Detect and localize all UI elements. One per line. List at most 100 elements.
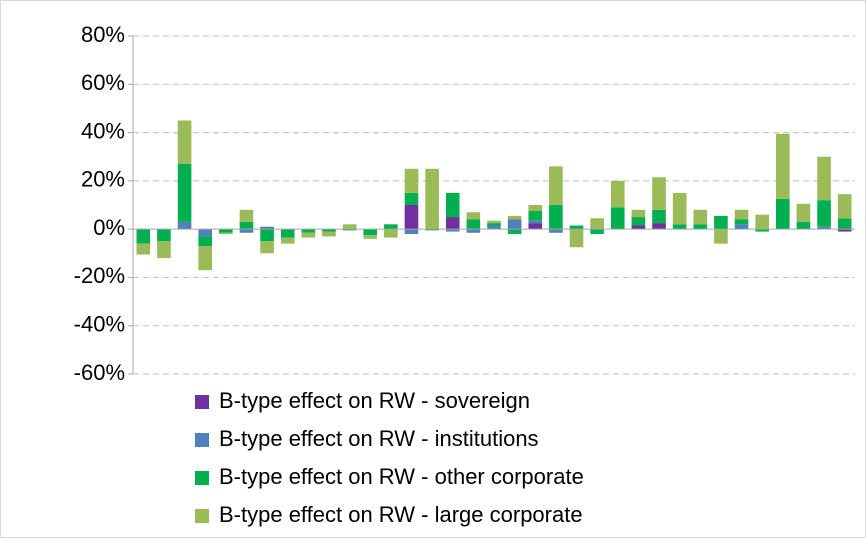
y-tick-label: 0% <box>93 215 125 240</box>
bar-segment <box>404 229 419 234</box>
bar-segment <box>631 217 646 226</box>
y-tick-label: -40% <box>74 312 125 337</box>
bar-segment <box>404 168 419 193</box>
bar-segment <box>569 229 584 248</box>
y-tick-label: 40% <box>81 118 125 143</box>
bar-segment <box>693 209 708 225</box>
bar-segment <box>528 205 543 212</box>
y-tick-label: -60% <box>74 360 125 385</box>
bar-segment <box>322 231 336 237</box>
bar-segment <box>631 225 646 230</box>
bar-segment <box>549 166 563 205</box>
bar-segment <box>837 229 852 232</box>
bar-segment <box>487 225 501 230</box>
bar-segment <box>652 209 666 224</box>
bar-segment <box>775 133 790 199</box>
legend-swatch <box>195 395 209 409</box>
bar-segment <box>652 177 666 210</box>
bar-segment <box>219 232 233 234</box>
legend-swatch <box>195 433 209 447</box>
bar-segment <box>177 120 192 164</box>
bar-segment <box>528 220 543 224</box>
bar-segment <box>837 218 852 230</box>
bar-segment <box>445 229 460 232</box>
bar-segment <box>384 229 398 238</box>
bar-segment <box>610 207 625 230</box>
bar-segment <box>734 224 749 230</box>
bar-segment <box>384 224 398 230</box>
y-tick-label: 20% <box>81 167 125 192</box>
legend-label: B-type effect on RW - large corporate <box>219 502 583 527</box>
bar-segment <box>487 223 501 226</box>
y-tick-label: -20% <box>74 263 125 288</box>
bar-segment <box>796 203 811 222</box>
bar-segment <box>714 229 728 244</box>
bar-segment <box>198 229 213 237</box>
bar-segment <box>239 229 254 233</box>
bar-segment <box>136 243 151 255</box>
bar-segment <box>466 229 481 233</box>
bar-segment <box>817 226 831 230</box>
bar-segment <box>363 235 378 239</box>
bar-segment <box>569 225 584 230</box>
bar-segment <box>755 214 769 230</box>
legend-label: B-type effect on RW - other corporate <box>219 464 584 489</box>
bar-segment <box>755 229 769 232</box>
bar-segment <box>342 229 357 231</box>
bar-segment <box>280 237 295 244</box>
bar-segment <box>817 156 831 201</box>
bar-segment <box>404 205 419 230</box>
bar-segment <box>466 219 481 230</box>
bar-segment <box>714 215 728 230</box>
bar-segment <box>177 221 192 230</box>
bar-segment <box>590 229 604 234</box>
bar-segment <box>549 205 563 230</box>
bar-segment <box>177 163 192 222</box>
bar-segment <box>198 236 213 247</box>
legend-label: B-type effect on RW - institutions <box>219 426 539 451</box>
bar-segment <box>280 229 295 238</box>
bar-segment <box>672 224 687 230</box>
bar-segment <box>528 223 543 230</box>
bar-segment <box>672 192 687 225</box>
bar-segment <box>363 229 378 236</box>
bar-segment <box>817 200 831 227</box>
legend-swatch <box>195 471 209 485</box>
bar-segment <box>528 211 543 221</box>
bar-segment <box>219 229 233 233</box>
bar-segment <box>425 168 439 230</box>
bar-segment <box>425 229 439 231</box>
bar-segment <box>260 226 274 230</box>
bar-segment <box>404 192 419 205</box>
y-tick-label: 80% <box>81 22 125 47</box>
bar-segment <box>775 198 790 230</box>
bar-segment <box>301 229 316 233</box>
bar-segment <box>301 232 316 238</box>
bar-segment <box>734 219 749 225</box>
bar-segment <box>487 220 501 224</box>
bar-segment <box>322 229 336 232</box>
bar-segment <box>507 219 522 230</box>
bar-segment <box>631 209 646 218</box>
bar-segment <box>507 229 522 234</box>
bar-segment <box>610 180 625 208</box>
bar-segment <box>239 221 254 230</box>
bar-segment <box>198 246 213 271</box>
bar-segment <box>445 192 460 218</box>
legend-label: B-type effect on RW - sovereign <box>219 388 530 413</box>
bar-segment <box>260 229 274 242</box>
bar-segment <box>157 241 171 259</box>
bar-segment <box>734 209 749 220</box>
bar-segment <box>693 224 708 230</box>
bar-segment <box>796 221 811 230</box>
y-tick-label: 60% <box>81 70 125 95</box>
bar-segment <box>260 241 274 254</box>
bar-segment <box>549 229 563 233</box>
bar-segment <box>136 229 151 244</box>
bar-segment <box>239 209 254 222</box>
bar-segment <box>507 215 522 220</box>
bar-segment <box>837 194 852 219</box>
bar-segment <box>652 223 666 230</box>
